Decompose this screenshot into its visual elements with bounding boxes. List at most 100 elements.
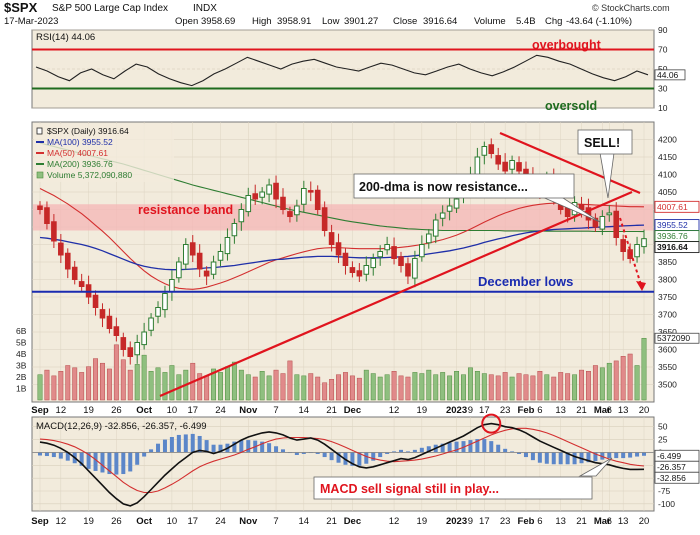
low-value: 3901.27 — [344, 16, 378, 27]
candle-body — [613, 210, 620, 238]
macd-histogram-bar — [385, 452, 390, 454]
volume-bar — [488, 374, 494, 401]
rsi-panel: 10 30 50 70 90 RSI(14) 44.06 overbought over… — [31, 25, 686, 113]
macd-histogram-bar — [315, 452, 320, 454]
macd-histogram-bar — [65, 452, 70, 461]
candle-body — [64, 252, 71, 270]
candle-body — [120, 337, 127, 351]
macd-histogram-bar — [93, 452, 98, 471]
macd-histogram-bar — [621, 452, 626, 459]
volume-bar — [516, 373, 522, 401]
candle-body — [134, 342, 140, 356]
macd-x-label: 12 — [389, 516, 400, 527]
macd-histogram-bar — [628, 452, 633, 458]
volume-bar — [308, 373, 314, 401]
macd-histogram-bar — [614, 452, 619, 459]
macd-tag-text: -32.856 — [657, 473, 686, 483]
price-tag-text: 3916.64 — [657, 242, 688, 252]
volume-bar — [162, 372, 168, 401]
macd-histogram-bar — [260, 441, 265, 453]
macd-histogram-bar — [329, 452, 334, 461]
candle-body — [599, 216, 606, 230]
volume-bar — [343, 372, 348, 401]
volume-bar — [204, 375, 210, 401]
volume-bar — [58, 371, 64, 401]
price-x-label: Oct — [136, 405, 153, 416]
volume-tick-label: 2B — [16, 372, 27, 382]
chg-value: -43.64 (-1.10%) — [566, 16, 632, 27]
candle-body — [488, 144, 495, 154]
volume-bar — [273, 369, 279, 401]
macd-histogram-bar — [517, 452, 522, 454]
volume-bar — [127, 369, 133, 401]
macd-tick-label: 25 — [658, 435, 668, 445]
macd-histogram-bar — [419, 447, 424, 453]
candle-body — [252, 193, 259, 200]
macd-histogram-bar — [489, 441, 494, 453]
candle-body — [44, 207, 50, 224]
macd-histogram-bar — [454, 441, 459, 453]
candle-body — [370, 258, 377, 269]
price-tag-box — [654, 200, 700, 213]
volume-bar — [37, 374, 43, 401]
candle-body — [92, 294, 99, 308]
legend-entry: MA(100) 3955.52 — [47, 137, 113, 147]
volume-bar — [495, 375, 501, 401]
price-tick-label: 3800 — [658, 275, 677, 285]
price-x-label: 12 — [56, 405, 67, 416]
candle-body — [162, 293, 168, 311]
volume-bar — [93, 358, 98, 401]
price-x-label: 23 — [500, 405, 511, 416]
macd-x-label: 13 — [618, 516, 629, 527]
macd-histogram-bar — [169, 437, 174, 453]
volume-bar — [586, 371, 591, 401]
macd-histogram-bar — [44, 452, 49, 457]
macd-histogram-bar — [482, 439, 487, 453]
price-x-label: 19 — [83, 405, 94, 416]
volume-bar — [169, 365, 175, 401]
macd-histogram-bar — [322, 452, 327, 458]
candle-body — [106, 315, 113, 329]
legend-backdrop — [34, 124, 174, 182]
macd-x-label: 24 — [215, 516, 226, 527]
macd-histogram-bar — [572, 452, 577, 465]
candle-body — [384, 244, 390, 251]
macd-histogram-bar — [176, 434, 181, 453]
macd-histogram-bar — [593, 452, 598, 462]
macd-x-label: 14 — [299, 516, 310, 527]
macd-histogram-bar — [607, 452, 612, 459]
candle-body — [37, 205, 43, 210]
volume-bar — [266, 375, 272, 401]
volume-bar — [613, 360, 619, 401]
macd-histogram-bar — [399, 449, 404, 453]
price-x-label: 24 — [215, 405, 226, 416]
macd-x-label: 19 — [417, 516, 428, 527]
volume-tick-label: 4B — [16, 349, 27, 359]
close-value: 3916.64 — [423, 16, 457, 27]
index-name: S&P 500 Large Cap Index — [52, 3, 168, 14]
macd-histogram-bar — [183, 434, 188, 453]
macd-x-label: 7 — [273, 516, 278, 527]
macd-histogram-bar — [503, 448, 508, 453]
macd-histogram-bar — [530, 452, 535, 461]
candle-body — [287, 211, 293, 218]
candle-body — [113, 326, 120, 336]
volume-bar — [363, 369, 369, 401]
macd-panel: 50250-25-50-75-100 -6.499-26.357-32.856 … — [31, 413, 700, 512]
volume-bar — [141, 354, 147, 401]
price-tag-text: 3955.52 — [657, 220, 688, 230]
macd-histogram-bar — [635, 452, 640, 457]
macd-histogram-bar — [301, 452, 306, 454]
macd-histogram-bar — [197, 435, 202, 453]
candle-body — [182, 244, 189, 265]
volume-bar — [620, 356, 626, 401]
price-x-label: 6 — [607, 405, 612, 416]
price-x-label: 9 — [468, 405, 473, 416]
macd-histogram-bar — [128, 452, 133, 472]
candle-body — [634, 244, 640, 258]
quote-date: 17-Mar-2023 — [4, 16, 58, 27]
macd-x-label: Nov — [239, 516, 258, 527]
volume-bar — [398, 375, 404, 401]
candle-body — [307, 190, 314, 193]
